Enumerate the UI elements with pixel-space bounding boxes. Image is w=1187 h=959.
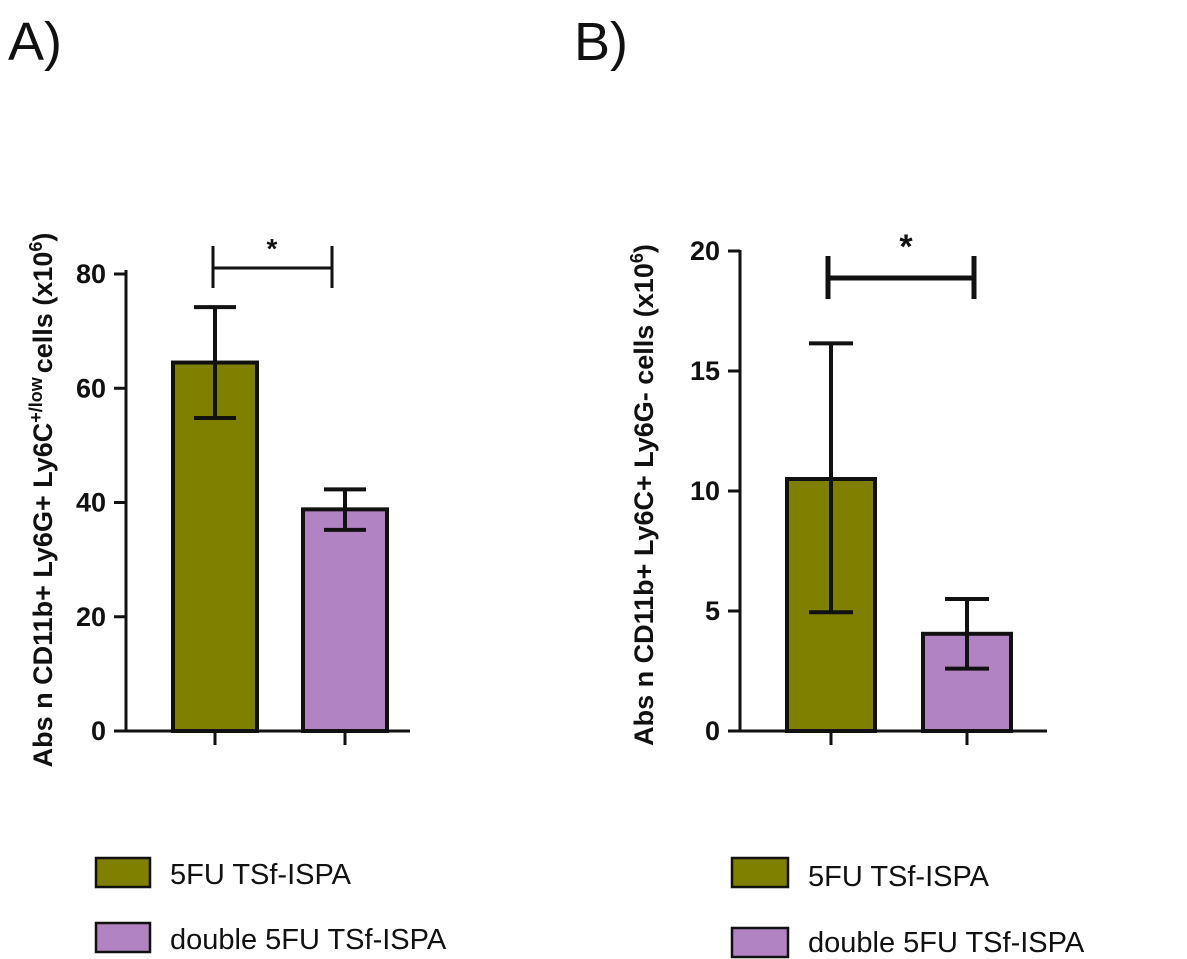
panel-a: A) Abs n CD11b+ Ly6G+ Ly6C+/lowcells (x1… xyxy=(8,12,447,956)
panel-b-significance-star: * xyxy=(899,228,913,266)
panel-b-legend-label-2: double 5FU TSf-ISPA xyxy=(808,927,1085,959)
panel-a-y-tick-label-3: 60 xyxy=(76,373,106,403)
panel-a-y-tick-label-4: 80 xyxy=(76,259,106,289)
panel-a-legend-swatch-1 xyxy=(94,856,152,889)
panel-b-y-tick-label-1: 5 xyxy=(705,596,720,626)
panel-a-legend-label-1: 5FU TSf-ISPA xyxy=(170,859,352,891)
panel-a-label: A) xyxy=(8,12,62,72)
panel-a-y-axis-label: Abs n CD11b+ Ly6G+ Ly6C+/lowcells (x106) xyxy=(26,233,58,768)
panel-a-y-tick-label-1: 20 xyxy=(76,602,106,632)
panel-b-y-axis-label: Abs n CD11b+ Ly6C+ Ly6G- cells (x106) xyxy=(627,244,659,746)
panel-b-label: B) xyxy=(574,12,628,72)
panel-b-legend-swatch-1 xyxy=(730,856,790,889)
panel-a-y-tick-label-0: 0 xyxy=(91,716,106,746)
panel-a-bar-1 xyxy=(301,507,389,734)
panel-a-y-tick-label-2: 40 xyxy=(76,488,106,518)
panel-a-legend-swatch-2 xyxy=(94,921,152,954)
panel-a-significance-star: * xyxy=(267,233,278,264)
panel-b-y-tick-label-4: 20 xyxy=(690,236,720,266)
panel-a-legend-label-2: double 5FU TSf-ISPA xyxy=(170,924,447,956)
panel-b-y-tick-label-2: 10 xyxy=(690,476,720,506)
panel-b-legend-label-1: 5FU TSf-ISPA xyxy=(808,861,990,893)
panel-b-legend-swatch-2 xyxy=(730,926,790,959)
panel-b-y-tick-label-0: 0 xyxy=(705,716,720,746)
panel-b: B) Abs n CD11b+ Ly6C+ Ly6G- cells (x106)… xyxy=(574,12,1085,959)
panel-b-y-tick-label-3: 15 xyxy=(690,356,720,386)
